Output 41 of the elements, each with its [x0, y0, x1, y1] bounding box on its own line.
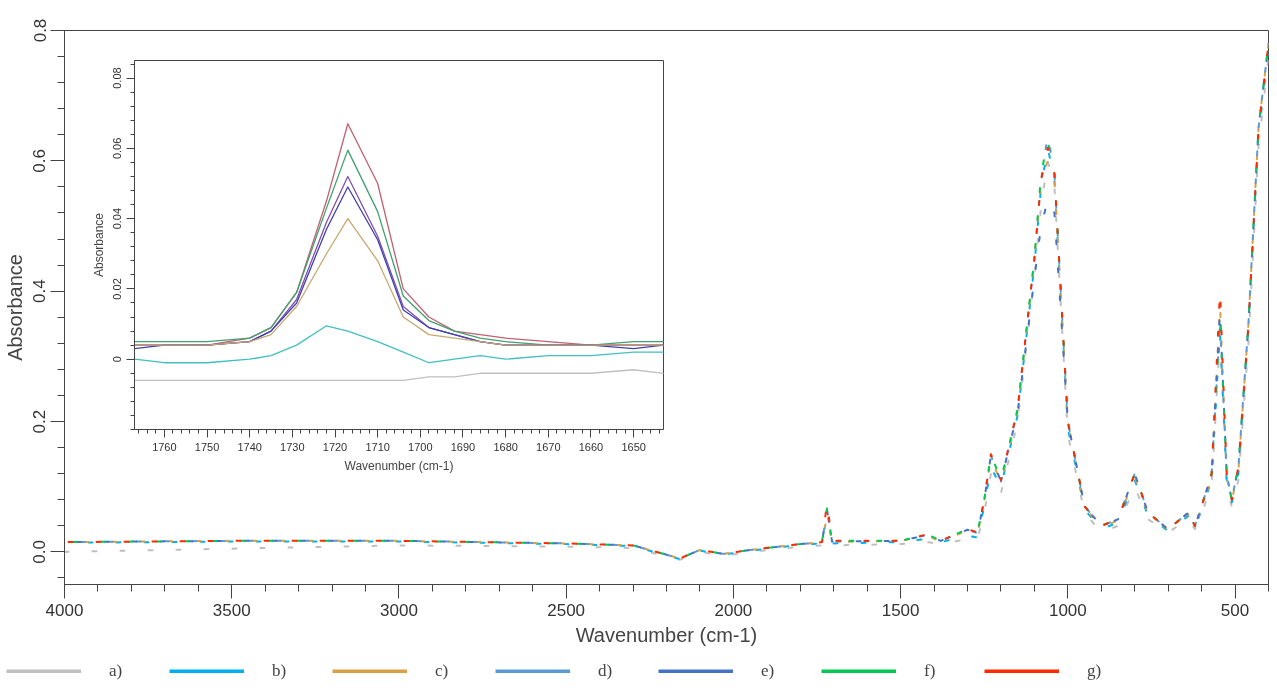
x-tick-label: 2500 [547, 600, 586, 620]
x-tick-label: 3000 [380, 600, 418, 620]
x-tick-label: 3500 [212, 600, 251, 620]
x-axis-title: Wavenumber (cm-1) [344, 458, 454, 473]
y-axis-title: Absorbance [91, 212, 106, 278]
x-axis-title: Wavenumber (cm-1) [575, 623, 758, 646]
x-tick-label: 2000 [714, 600, 753, 620]
x-tick-label: 500 [1220, 600, 1250, 620]
x-tick-label: 1720 [322, 440, 348, 453]
x-tick-label: 1000 [1048, 600, 1087, 620]
x-tick-label: 1660 [578, 440, 604, 453]
y-tick-label: 0.06 [111, 137, 124, 160]
y-tick-label: 0.4 [30, 279, 50, 304]
y-axis-title: Absorbance [3, 254, 26, 361]
legend-label: b) [272, 661, 288, 681]
x-tick-label: 1680 [493, 440, 518, 453]
x-tick-label: 1700 [408, 440, 433, 453]
legend-label: d) [598, 661, 614, 681]
x-tick-label: 1500 [881, 600, 920, 620]
y-tick-label: 0.8 [30, 18, 50, 43]
legend-label: c) [435, 661, 450, 681]
y-tick-label: 0.0 [30, 540, 50, 564]
x-tick-label: 1760 [152, 440, 177, 453]
x-tick-label: 1710 [365, 440, 390, 453]
x-tick-label: 4000 [45, 600, 84, 620]
y-tick-label: 0.2 [30, 409, 50, 434]
x-tick-label: 1650 [621, 440, 646, 453]
y-tick-label: 0.08 [111, 67, 124, 89]
y-tick-label: 0.02 [111, 278, 124, 300]
y-tick-label: 0.04 [111, 207, 124, 230]
y-tick-label: 0 [111, 356, 124, 363]
x-tick-label: 1670 [536, 440, 561, 453]
y-tick-label: 0.6 [30, 149, 50, 173]
x-tick-label: 1740 [237, 440, 262, 453]
legend-label: f) [924, 661, 937, 681]
legend-label: e) [761, 661, 776, 681]
x-tick-label: 1750 [194, 440, 220, 453]
x-tick-label: 1690 [450, 440, 476, 453]
legend-label: g) [1087, 661, 1103, 681]
legend-label: a) [109, 661, 124, 681]
x-tick-label: 1730 [280, 440, 305, 453]
